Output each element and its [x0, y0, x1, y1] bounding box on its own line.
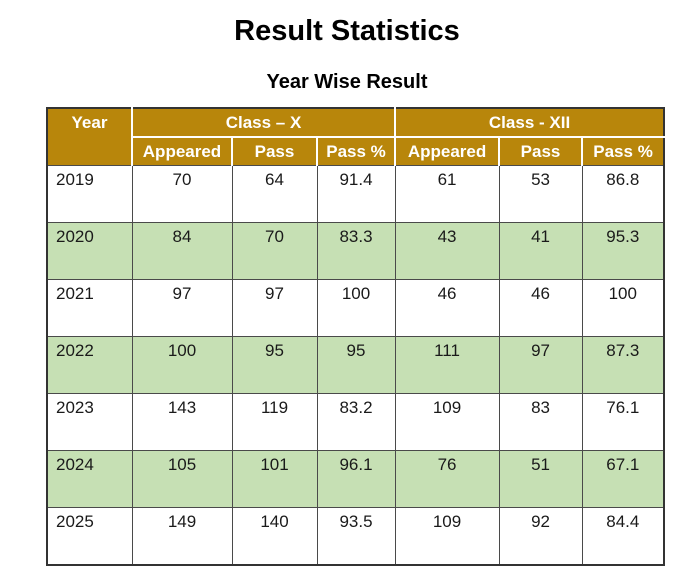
data-cell: 51 [498, 450, 583, 508]
table-row: 2021 97 97 100 46 46 100 [46, 279, 665, 337]
data-cell: 95 [231, 336, 318, 394]
column-header-passpct-x: Pass % [315, 136, 396, 166]
data-cell: 76.1 [581, 393, 665, 451]
data-cell: 83.3 [316, 222, 396, 280]
data-cell: 95 [316, 336, 396, 394]
data-cell: 140 [231, 507, 318, 566]
data-cell: 70 [131, 165, 233, 223]
column-header-appeared-xii: Appeared [394, 136, 500, 166]
header-group-row: Year Class – X Class - XII [46, 107, 665, 166]
data-cell: 97 [231, 279, 318, 337]
data-cell: 149 [131, 507, 233, 566]
data-cell: 95.3 [581, 222, 665, 280]
data-cell: 86.8 [581, 165, 665, 223]
data-cell: 143 [131, 393, 233, 451]
year-cell: 2023 [46, 393, 133, 451]
data-cell: 53 [498, 165, 583, 223]
data-cell: 83 [498, 393, 583, 451]
table-header: Year Class – X Class - XII Appeared Pass… [46, 107, 665, 166]
data-cell: 100 [316, 279, 396, 337]
section-title: Year Wise Result [266, 71, 428, 93]
data-cell: 84.4 [581, 507, 665, 566]
year-cell: 2021 [46, 279, 133, 337]
data-cell: 111 [394, 336, 500, 394]
column-header-passpct-xii: Pass % [581, 136, 665, 166]
table-row: 2020 84 70 83.3 43 41 95.3 [46, 222, 665, 280]
column-header-year: Year [46, 107, 133, 166]
year-cell: 2020 [46, 222, 133, 280]
data-cell: 109 [394, 507, 500, 566]
data-cell: 84 [131, 222, 233, 280]
table-row: 2024 105 101 96.1 76 51 67.1 [46, 450, 665, 508]
data-cell: 100 [131, 336, 233, 394]
data-cell: 100 [581, 279, 665, 337]
column-group-class-x: Class – X [130, 107, 396, 138]
column-header-pass-x: Pass [231, 136, 318, 166]
column-group-class-xii: Class - XII [394, 107, 665, 138]
table-row: 2025 149 140 93.5 109 92 84.4 [46, 507, 665, 566]
header-sub-row: Appeared Pass Pass % Appeared Pass Pass … [47, 136, 665, 166]
data-cell: 70 [231, 222, 318, 280]
data-cell: 97 [131, 279, 233, 337]
year-cell: 2025 [46, 507, 133, 566]
data-cell: 119 [231, 393, 318, 451]
data-cell: 101 [231, 450, 318, 508]
table-row: 2022 100 95 95 111 97 87.3 [46, 336, 665, 394]
data-cell: 76 [394, 450, 500, 508]
table-row: 2019 70 64 91.4 61 53 86.8 [46, 165, 665, 223]
data-cell: 92 [498, 507, 583, 566]
data-cell: 91.4 [316, 165, 396, 223]
result-statistics-table: Year Class – X Class - XII Appeared Pass… [46, 107, 666, 566]
data-cell: 96.1 [316, 450, 396, 508]
table-row: 2023 143 119 83.2 109 83 76.1 [46, 393, 665, 451]
data-cell: 87.3 [581, 336, 665, 394]
data-cell: 43 [394, 222, 500, 280]
data-cell: 46 [394, 279, 500, 337]
data-cell: 61 [394, 165, 500, 223]
page-title: Result Statistics [234, 15, 460, 47]
column-header-pass-xii: Pass [498, 136, 583, 166]
year-cell: 2022 [46, 336, 133, 394]
data-cell: 67.1 [581, 450, 665, 508]
data-cell: 46 [498, 279, 583, 337]
data-cell: 93.5 [316, 507, 396, 566]
data-cell: 109 [394, 393, 500, 451]
data-cell: 105 [131, 450, 233, 508]
column-header-appeared-x: Appeared [131, 136, 233, 166]
data-cell: 83.2 [316, 393, 396, 451]
data-cell: 64 [231, 165, 318, 223]
year-cell: 2019 [46, 165, 133, 223]
year-cell: 2024 [46, 450, 133, 508]
data-cell: 97 [498, 336, 583, 394]
data-cell: 41 [498, 222, 583, 280]
